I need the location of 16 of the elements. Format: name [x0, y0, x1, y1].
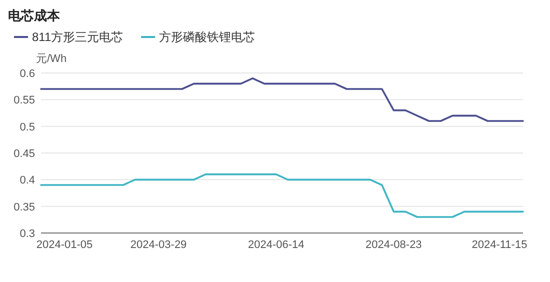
legend-label: 811方形三元电芯	[32, 30, 124, 44]
y-tick-label: 0.55	[14, 94, 35, 107]
x-tick-label: 2024-08-23	[366, 239, 422, 251]
x-tick-label: 2024-03-29	[130, 239, 187, 251]
y-tick-label: 0.45	[14, 148, 35, 160]
x-tick-label: 2024-11-15	[472, 239, 528, 251]
x-tick-label: 2024-01-05	[36, 239, 93, 251]
x-tick-label: 2024-06-14	[248, 239, 304, 251]
y-tick-label: 0.6	[20, 68, 35, 80]
legend-label: 方形磷酸铁锂电芯	[159, 30, 256, 44]
y-tick-label: 0.4	[20, 174, 35, 187]
y-axis-title: 元/Wh	[36, 53, 67, 65]
y-tick-label: 0.35	[14, 201, 35, 214]
y-tick-label: 0.5	[20, 121, 35, 134]
y-tick-label: 0.3	[20, 228, 35, 240]
chart-title: 电芯成本	[8, 8, 61, 23]
